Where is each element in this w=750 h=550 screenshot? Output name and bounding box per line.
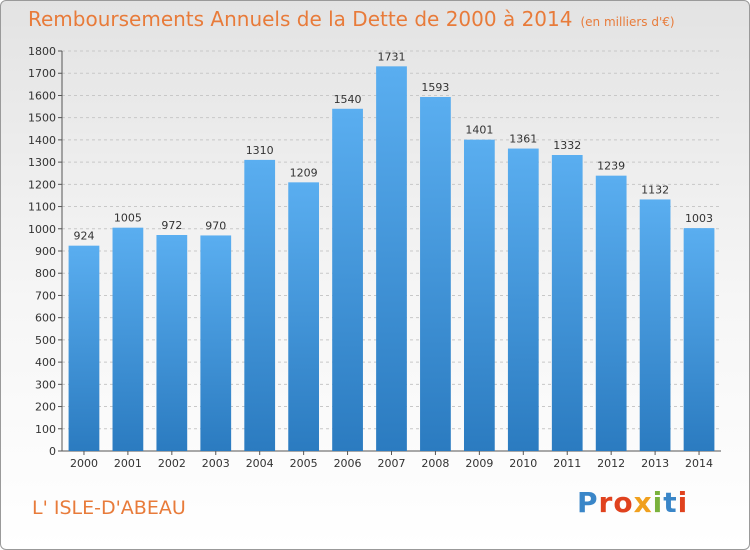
x-tick-label: 2014	[685, 457, 713, 470]
y-tick-label: 1400	[28, 134, 56, 147]
logo-letter: o	[613, 486, 634, 519]
y-tick-label: 1700	[28, 67, 56, 80]
data-label: 1593	[421, 81, 449, 94]
bar	[200, 235, 232, 451]
bar	[68, 245, 100, 451]
labels: 0 100 200 300 400 500 600 700 800 900 1000 1100 1200…	[28, 45, 713, 470]
x-tick-label: 2005	[290, 457, 318, 470]
y-tick-label: 600	[35, 312, 56, 325]
x-tick-label: 2010	[509, 457, 537, 470]
x-tick-label: 2004	[246, 457, 274, 470]
x-tick-label: 2003	[202, 457, 230, 470]
location-label: L' ISLE-D'ABEAU	[32, 497, 186, 519]
x-tick-label: 2013	[641, 457, 669, 470]
y-tick-label: 200	[35, 401, 56, 414]
bar	[376, 66, 407, 451]
x-tick-label: 2002	[158, 457, 186, 470]
y-tick-label: 1100	[28, 201, 56, 214]
chart-title-text: Remboursements Annuels de la Dette de 20…	[28, 7, 573, 31]
bar	[463, 139, 495, 451]
y-tick-label: 1800	[28, 45, 56, 58]
data-label: 1003	[685, 212, 713, 225]
bar	[156, 235, 188, 451]
y-tick-label: 1200	[28, 178, 56, 191]
data-label: 1132	[641, 183, 669, 196]
bar	[332, 108, 363, 452]
bar	[288, 182, 320, 452]
logo-letter: t	[663, 486, 678, 519]
y-tick-label: 100	[35, 423, 56, 436]
data-label: 1005	[114, 212, 142, 225]
y-tick-label: 1500	[28, 112, 56, 125]
bar	[420, 97, 451, 451]
bars	[68, 66, 715, 452]
data-label: 972	[161, 219, 182, 232]
y-tick-label: 500	[35, 334, 56, 347]
y-tick-label: 800	[35, 267, 56, 280]
bar	[507, 148, 539, 452]
bar	[595, 175, 627, 451]
bar	[639, 199, 671, 451]
data-label: 1332	[553, 139, 581, 152]
logo-letter: i	[652, 486, 664, 519]
logo-letter: i	[677, 486, 689, 519]
x-tick-label: 2008	[421, 457, 449, 470]
data-label: 1310	[246, 144, 274, 157]
bar	[112, 227, 144, 451]
y-tick-label: 1600	[28, 89, 56, 102]
logo-letter: P	[577, 486, 599, 519]
data-label: 1361	[509, 133, 537, 146]
data-label: 1731	[378, 50, 406, 63]
y-tick-label: 300	[35, 378, 56, 391]
data-label: 970	[205, 219, 226, 232]
data-label: 924	[73, 230, 94, 243]
x-tick-label: 2009	[465, 457, 493, 470]
y-tick-label: 1000	[28, 223, 56, 236]
bar	[551, 155, 583, 451]
y-tick-label: 0	[49, 445, 56, 458]
x-tick-label: 2012	[597, 457, 625, 470]
y-tick-label: 1300	[28, 156, 56, 169]
x-tick-label: 2001	[114, 457, 142, 470]
chart-title: Remboursements Annuels de la Dette de 20…	[28, 7, 675, 31]
y-tick-label: 900	[35, 245, 56, 258]
data-label: 1239	[597, 160, 625, 173]
x-tick-label: 2006	[334, 457, 362, 470]
proxiti-logo[interactable]: Proxiti	[577, 486, 688, 519]
x-tick-label: 2007	[378, 457, 406, 470]
y-tick-label: 700	[35, 289, 56, 302]
x-tick-label: 2011	[553, 457, 581, 470]
x-tick-label: 2000	[70, 457, 98, 470]
logo-letter: r	[598, 486, 614, 519]
y-tick-label: 400	[35, 356, 56, 369]
data-label: 1540	[334, 93, 362, 106]
logo-letter: x	[633, 486, 653, 519]
data-label: 1209	[290, 166, 318, 179]
data-label: 1401	[465, 124, 493, 137]
bar	[244, 159, 276, 451]
bar	[683, 228, 715, 451]
chart-subtitle: (en milliers d'€)	[580, 15, 675, 29]
